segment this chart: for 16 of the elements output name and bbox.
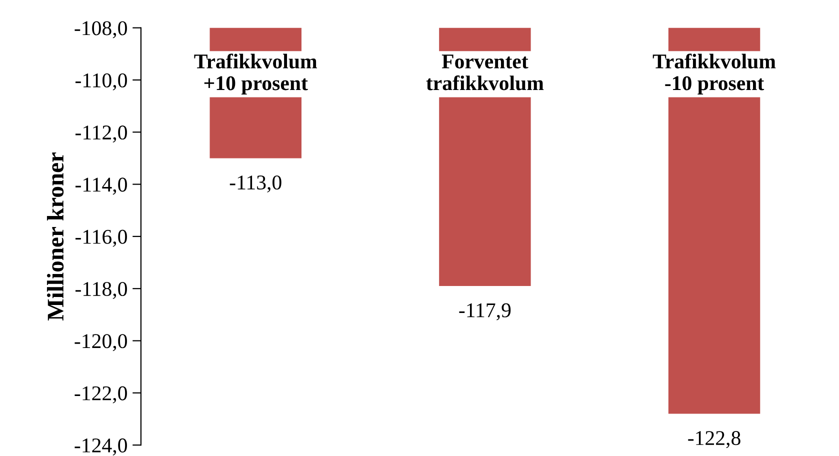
y-tick-label: -110,0 [76,73,127,90]
x-tick-label: Trafikkvolum +10 prosent [194,54,318,94]
x-tick-label: Forventet trafikkvolum [426,54,544,90]
x-tick-label: Trafikkvolum -10 prosent [652,54,776,94]
y-axis-title: Millioner kroner [46,152,64,321]
y-tick-label: -124,0 [74,438,127,456]
data-label: -122,8 [688,431,740,448]
y-tick-label: -114,0 [76,178,127,195]
data-label: -113,0 [230,175,282,193]
y-tick-label: -116,0 [76,230,127,247]
y-tick-label: -120,0 [74,334,127,352]
y-tick-label: -122,0 [74,386,127,404]
data-label: -117,9 [459,303,511,320]
y-tick-label: -108,0 [74,21,127,38]
y-tick-label: -112,0 [76,126,127,143]
y-tick-label: -118,0 [76,282,127,300]
